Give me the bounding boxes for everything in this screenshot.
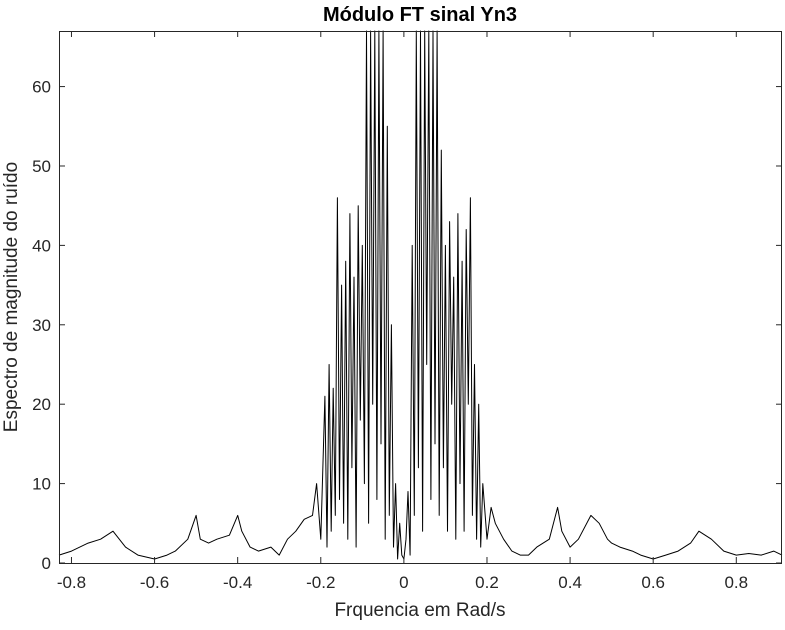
x-axis-label: Frquencia em Rad/s [334, 600, 505, 621]
plot-frame [59, 31, 782, 564]
y-tick-label: 20 [32, 395, 51, 414]
x-axis: -0.8 -0.6 -0.4 -0.2 0 0.2 0.4 0.6 0.8 [57, 31, 748, 592]
chart-title: Módulo FT sinal Yn3 [323, 4, 517, 26]
x-tick-label: 0.4 [558, 573, 582, 592]
x-tick-label: 0.2 [475, 573, 499, 592]
y-tick-label: 60 [32, 78, 51, 97]
y-axis-label: Espectro de magnitude do ruído [1, 162, 22, 432]
data-layer [58, 30, 783, 560]
x-tick-label: -0.2 [306, 573, 335, 592]
x-tick-label: 0.8 [724, 573, 748, 592]
series-line-0 [58, 30, 783, 560]
y-tick-label: 50 [32, 157, 51, 176]
x-tick-label: 0.6 [641, 573, 665, 592]
x-tick-label: -0.8 [57, 573, 86, 592]
y-axis: 0 10 20 30 40 50 60 [32, 78, 782, 573]
y-tick-label: 0 [42, 554, 51, 573]
x-tick-label: -0.4 [223, 573, 252, 592]
y-tick-label: 40 [32, 236, 51, 255]
x-tick-label: 0 [399, 573, 408, 592]
y-tick-label: 10 [32, 475, 51, 494]
y-tick-label: 30 [32, 316, 51, 335]
x-tick-label: -0.6 [140, 573, 169, 592]
